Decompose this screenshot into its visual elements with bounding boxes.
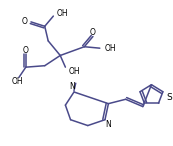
Text: OH: OH bbox=[105, 44, 117, 53]
Text: OH: OH bbox=[57, 9, 68, 18]
Text: O: O bbox=[22, 17, 28, 26]
Text: O: O bbox=[90, 28, 96, 37]
Text: S: S bbox=[166, 93, 172, 102]
Text: N: N bbox=[106, 120, 111, 129]
Text: O: O bbox=[23, 46, 29, 55]
Text: OH: OH bbox=[69, 67, 80, 76]
Text: OH: OH bbox=[11, 77, 23, 86]
Text: N: N bbox=[69, 82, 75, 91]
